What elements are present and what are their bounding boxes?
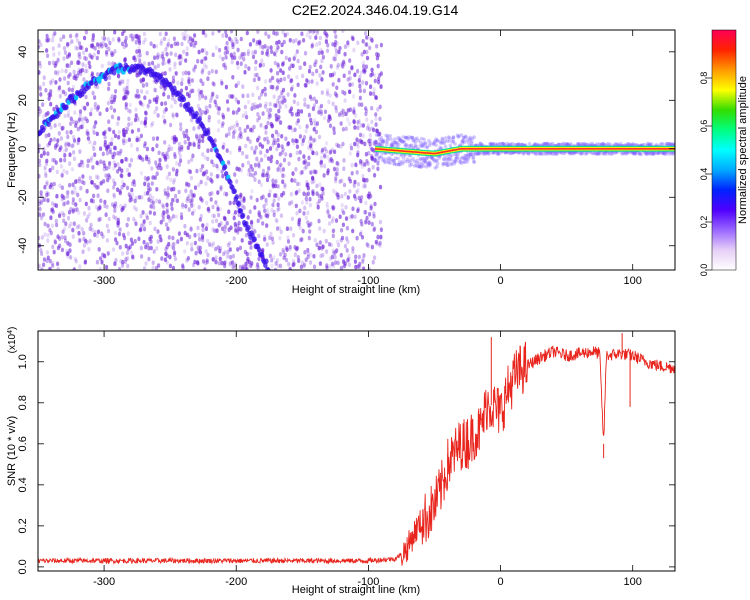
colorbar-tick-label: 0.2 xyxy=(699,216,709,229)
spectrogram-ylabel: Frequency (Hz) xyxy=(6,112,18,188)
y-tick-label: 0.4 xyxy=(17,477,29,492)
snr-panel: -300 -200 -100 0 100 0.0 0.2 0.4 0.6 0.8 1.0 Heigh… xyxy=(6,327,676,596)
y-tick-label: 0.6 xyxy=(17,436,29,451)
y-tick-label: -20 xyxy=(17,189,29,205)
y-tick-label: 20 xyxy=(17,94,29,106)
snr-content xyxy=(38,333,675,566)
x-tick-label: -200 xyxy=(225,275,247,287)
y-tick-label: 0.0 xyxy=(17,559,29,574)
x-tick-label: -300 xyxy=(93,275,115,287)
x-tick-label: -300 xyxy=(93,576,115,588)
spectrogram-content xyxy=(38,30,675,270)
x-tick-label: -100 xyxy=(357,275,379,287)
colorbar-tick-label: 0.0 xyxy=(699,264,709,277)
colorbar-tick-label: 0.8 xyxy=(699,72,709,85)
y-tick-label: 1.0 xyxy=(17,354,29,369)
snr-yscale: (x104) xyxy=(7,327,19,354)
spectrogram-frame xyxy=(37,29,676,271)
colorbar-tick-label: 0.4 xyxy=(699,168,709,181)
colorbar-bar xyxy=(711,29,737,271)
y-tick-label: 0.8 xyxy=(17,395,29,410)
snr-frame xyxy=(37,330,676,572)
spectrogram-carrier xyxy=(373,133,675,170)
y-tick-label: -40 xyxy=(17,238,29,254)
x-tick-label: 100 xyxy=(624,275,642,287)
x-tick-label: 100 xyxy=(624,576,642,588)
snr-xlabel: Height of straight line (km) xyxy=(292,584,420,596)
snr-ticks: -300 -200 -100 0 100 0.0 0.2 0.4 0.6 0.8 1.0 xyxy=(17,331,675,588)
snr-series-line xyxy=(38,341,675,566)
y-tick-label: 0.2 xyxy=(17,518,29,533)
x-tick-label: -100 xyxy=(357,576,379,588)
x-tick-label: 0 xyxy=(497,275,503,287)
colorbar-tick-label: 0.6 xyxy=(699,120,709,133)
chart-title: C2E2.2024.346.04.19.G14 xyxy=(291,2,459,18)
spectrogram-noise xyxy=(38,30,383,270)
colorbar-ticks: 0.0 0.2 0.4 0.6 0.8 xyxy=(699,72,712,277)
spectrogram-arc-track xyxy=(38,62,271,270)
x-tick-label: -200 xyxy=(225,576,247,588)
snr-ylabel: SNR (10 * v/v) xyxy=(6,416,18,486)
x-tick-label: 0 xyxy=(497,576,503,588)
spectrogram-xlabel: Height of straight line (km) xyxy=(292,284,420,296)
y-tick-label: 40 xyxy=(17,46,29,58)
y-tick-label: 0 xyxy=(17,146,29,152)
colorbar-label: Normalized spectral amplitude xyxy=(737,76,749,224)
colorbar: 0.0 0.2 0.4 0.6 0.8 Normalized spectral ampl… xyxy=(699,29,749,277)
